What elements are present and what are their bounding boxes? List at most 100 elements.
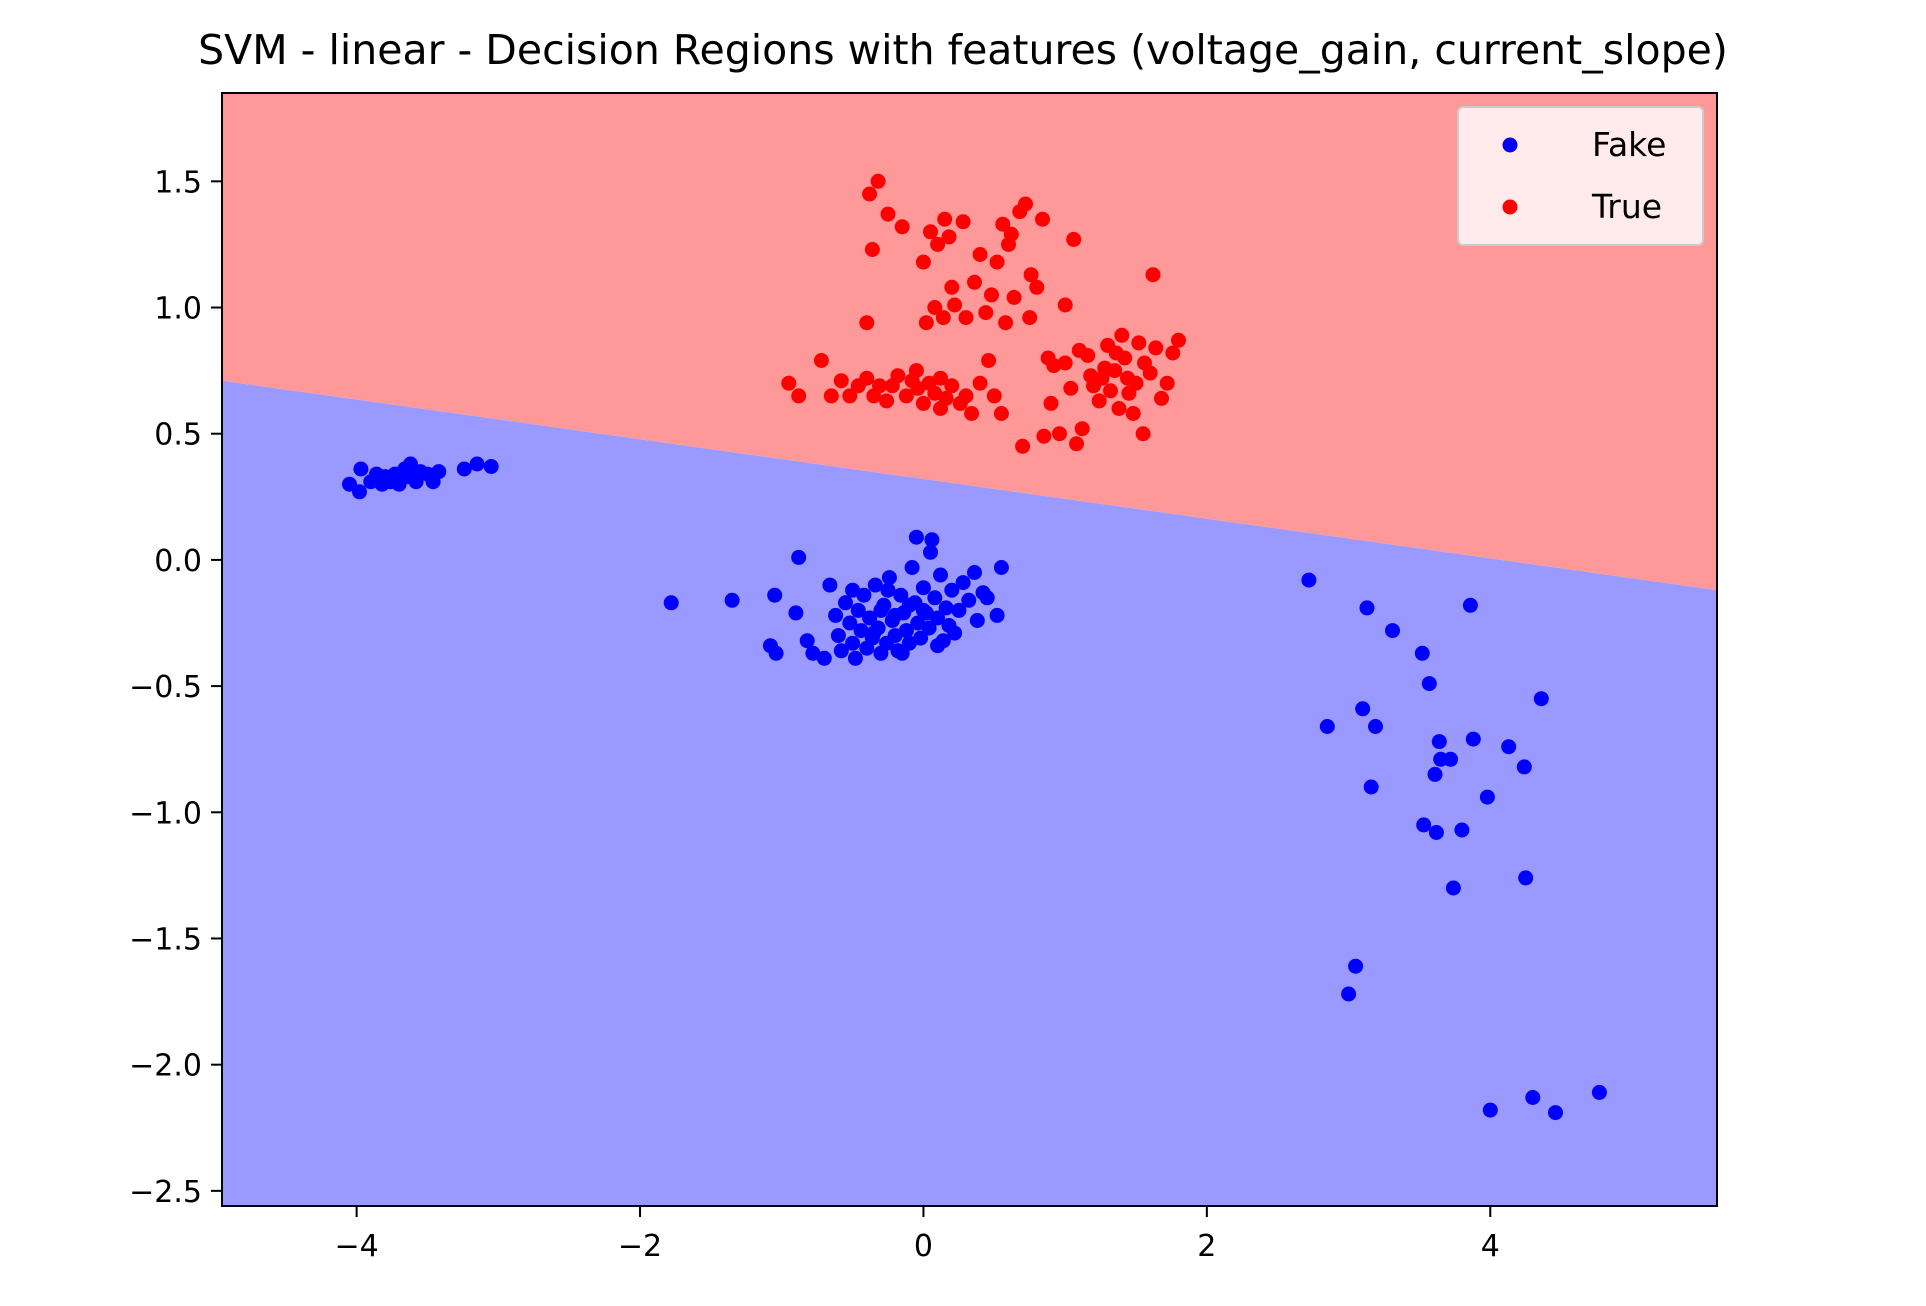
data-point xyxy=(995,216,1011,232)
data-point xyxy=(1501,739,1517,755)
data-point xyxy=(859,370,875,386)
data-point xyxy=(881,570,897,586)
y-tick-label: 0.0 xyxy=(154,544,202,579)
data-point xyxy=(1100,337,1116,353)
data-point xyxy=(915,580,931,596)
y-tick-label: 0.5 xyxy=(154,418,202,453)
data-point xyxy=(904,560,920,575)
data-point xyxy=(1416,817,1432,833)
data-point xyxy=(768,645,784,661)
data-point xyxy=(859,315,875,331)
data-point xyxy=(1533,691,1549,707)
data-point xyxy=(842,388,858,404)
data-point xyxy=(981,353,997,368)
data-point xyxy=(1462,597,1478,613)
data-point xyxy=(1035,211,1050,227)
legend: Fake True xyxy=(1457,106,1704,246)
data-point xyxy=(1022,310,1038,326)
data-point xyxy=(850,602,866,618)
x-tick-label: 0 xyxy=(914,1229,933,1264)
data-point xyxy=(1427,766,1443,782)
data-point xyxy=(944,378,960,394)
data-point xyxy=(1348,958,1364,974)
data-point xyxy=(933,401,948,416)
data-point xyxy=(1036,428,1052,444)
data-point xyxy=(947,297,963,313)
data-point xyxy=(944,582,960,598)
data-point xyxy=(1142,365,1158,381)
data-point xyxy=(1029,279,1045,295)
data-point xyxy=(978,305,994,321)
data-point xyxy=(969,613,985,628)
data-point xyxy=(1363,779,1379,795)
data-point xyxy=(967,274,982,290)
data-point xyxy=(955,575,971,591)
data-point xyxy=(1114,327,1130,343)
data-point xyxy=(915,254,931,270)
data-point xyxy=(1301,572,1317,588)
y-tick-label: 1.0 xyxy=(154,292,202,327)
data-point xyxy=(791,388,807,404)
x-tick-label: −4 xyxy=(335,1229,379,1264)
data-point xyxy=(927,590,943,606)
data-point xyxy=(898,388,914,404)
data-point xyxy=(1454,822,1470,838)
data-point xyxy=(663,595,679,611)
data-point xyxy=(1018,196,1033,212)
data-point xyxy=(915,602,931,618)
data-point xyxy=(941,229,957,245)
data-point xyxy=(1015,438,1031,454)
data-point xyxy=(1165,345,1181,361)
data-point xyxy=(781,375,797,391)
y-tick-label: −1.0 xyxy=(129,796,202,831)
data-point xyxy=(866,625,882,641)
data-point xyxy=(1128,375,1144,391)
data-point xyxy=(951,602,967,618)
data-point xyxy=(1154,390,1169,406)
data-point xyxy=(1385,623,1400,639)
data-point xyxy=(972,375,988,391)
legend-box xyxy=(1457,106,1704,246)
legend-marker xyxy=(1502,199,1518,215)
data-point xyxy=(1445,880,1461,896)
x-axis: −4 −2 0 2 4 xyxy=(335,1206,1500,1264)
data-point xyxy=(813,353,829,368)
data-point xyxy=(986,388,1002,404)
y-tick-label: −2.5 xyxy=(129,1175,202,1210)
data-point xyxy=(1063,380,1079,396)
data-point xyxy=(898,623,914,639)
data-point xyxy=(972,247,988,262)
chart-title: SVM - linear - Decision Regions with fea… xyxy=(198,26,1728,74)
data-point xyxy=(469,456,485,472)
data-point xyxy=(984,287,999,303)
data-point xyxy=(915,395,931,411)
data-point xyxy=(958,388,974,404)
data-point xyxy=(870,173,886,189)
data-point xyxy=(894,219,910,235)
data-point xyxy=(873,602,889,618)
data-point xyxy=(847,650,863,666)
data-point xyxy=(894,645,910,661)
data-point xyxy=(1091,393,1107,409)
data-point xyxy=(862,610,878,626)
legend-label-fake: Fake xyxy=(1592,125,1666,164)
data-point xyxy=(1111,401,1127,416)
data-point xyxy=(998,315,1014,331)
data-point xyxy=(767,587,783,603)
decision-regions xyxy=(222,93,1717,1206)
data-point xyxy=(967,565,982,580)
data-point xyxy=(1443,751,1459,767)
data-point xyxy=(1482,1102,1498,1118)
data-point xyxy=(979,590,995,606)
data-point xyxy=(1071,342,1087,358)
region-true xyxy=(222,93,1717,591)
legend-label-true: True xyxy=(1591,187,1662,226)
data-point xyxy=(1516,759,1532,775)
data-point xyxy=(1145,267,1161,283)
y-tick-label: 1.5 xyxy=(154,165,202,200)
scatter-points xyxy=(342,173,1607,1121)
data-point xyxy=(833,373,849,389)
data-point xyxy=(930,638,946,654)
data-point xyxy=(930,610,946,626)
